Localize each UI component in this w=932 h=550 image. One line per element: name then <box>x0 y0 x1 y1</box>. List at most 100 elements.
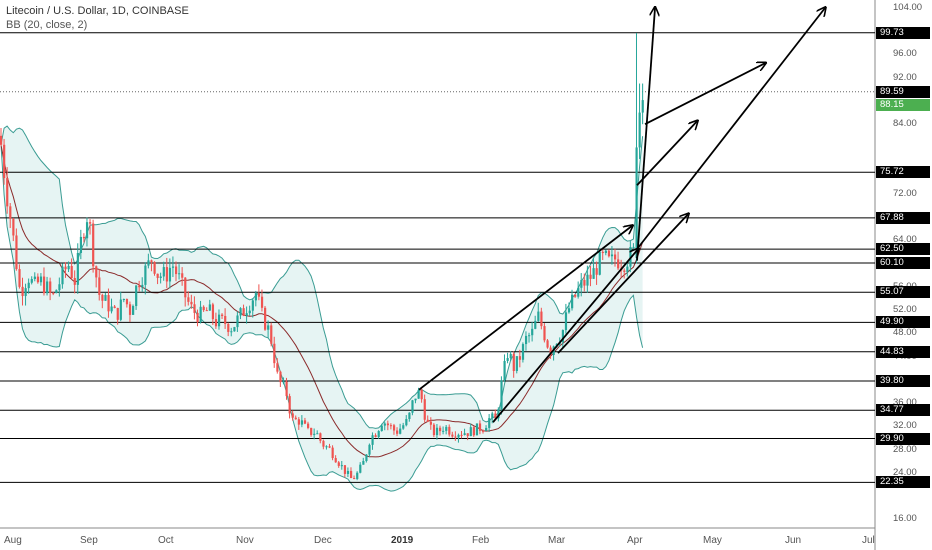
candle-body <box>159 276 162 278</box>
candle-body <box>365 454 368 461</box>
x-tick-label: Aug <box>4 535 22 546</box>
candle-body <box>24 288 27 297</box>
candle-body <box>356 472 359 479</box>
candle-body <box>291 413 294 418</box>
symbol-title: Litecoin / U.S. Dollar, 1D, COINBASE <box>6 5 189 17</box>
candle-body <box>478 423 482 431</box>
candle-body <box>98 277 101 295</box>
candle-body <box>503 360 506 381</box>
level-price-label: 75.72 <box>876 166 930 179</box>
level-price-label: 62.50 <box>876 243 930 256</box>
candle-body <box>224 315 227 324</box>
candle-body <box>414 398 417 401</box>
candle-body <box>540 311 543 327</box>
candle-body <box>248 310 251 314</box>
candle-body <box>411 400 414 413</box>
trend-arrow <box>644 63 765 126</box>
candle-body <box>36 276 40 283</box>
candle-body <box>475 423 479 436</box>
candle-body <box>242 308 245 316</box>
candle-body <box>101 294 104 301</box>
candle-body <box>389 425 393 427</box>
candle-body <box>138 285 141 288</box>
candle-body <box>460 434 463 436</box>
candle-body <box>423 399 426 420</box>
candle-body <box>497 409 500 419</box>
candle-body <box>614 254 617 260</box>
candle-body <box>6 178 9 207</box>
candle-body <box>181 273 184 278</box>
candle-body <box>42 276 46 294</box>
y-tick-label: 36.00 <box>893 397 917 409</box>
candle-body <box>156 273 159 278</box>
x-tick-label: 2019 <box>391 535 414 546</box>
candle-body <box>435 427 439 436</box>
bollinger-basis <box>0 144 644 458</box>
candle-body <box>583 280 586 286</box>
candle-body <box>571 294 574 309</box>
candle-body <box>184 277 187 298</box>
candle-body <box>521 344 525 360</box>
candle-body <box>270 325 273 344</box>
candle-body <box>546 340 549 348</box>
candle-body <box>515 356 518 372</box>
candle-body <box>227 323 230 332</box>
candle-body <box>279 371 282 383</box>
candle-body <box>196 312 199 323</box>
level-price-label: 49.90 <box>876 316 930 329</box>
candle-body <box>426 419 429 422</box>
level-price-label: 34.77 <box>876 404 930 417</box>
y-tick-label: 24.00 <box>893 466 917 478</box>
candle-body <box>524 335 528 345</box>
y-tick-label: 48.00 <box>893 327 917 339</box>
candle-body <box>454 436 457 438</box>
candle-body <box>604 250 607 254</box>
candle-body <box>368 444 371 455</box>
candle-body <box>451 434 454 437</box>
candle-body <box>132 306 135 315</box>
candle-body <box>337 462 340 466</box>
candle-body <box>297 419 300 425</box>
candle-body <box>85 222 89 239</box>
candle-body <box>113 306 116 308</box>
candle-body <box>150 260 153 262</box>
candle-body <box>122 299 125 301</box>
candle-body <box>18 269 21 287</box>
candle-body <box>432 424 436 436</box>
candle-body <box>193 304 196 313</box>
candle-body <box>322 440 325 447</box>
candle-body <box>469 427 472 437</box>
candle-body <box>171 266 175 268</box>
candle-body <box>110 306 113 312</box>
candle-body <box>383 423 386 426</box>
candle-body <box>233 327 236 332</box>
candle-body <box>104 295 107 301</box>
candle-body <box>632 246 635 248</box>
candle-body <box>251 300 254 311</box>
candle-body <box>549 347 552 356</box>
candle-body <box>199 306 202 323</box>
candle-body <box>623 270 626 272</box>
candle-body <box>58 284 61 291</box>
candle-body <box>313 433 316 435</box>
candle-body <box>202 306 205 311</box>
y-tick-label: 92.00 <box>893 71 917 83</box>
candle-body <box>319 433 322 441</box>
candle-body <box>276 363 279 372</box>
candle-body <box>39 276 43 283</box>
bollinger-upper <box>0 125 644 429</box>
candle-body <box>494 413 497 419</box>
candle-body <box>236 315 239 328</box>
candle-body <box>73 277 76 285</box>
candle-body <box>481 430 485 432</box>
trend-arrow <box>492 249 638 423</box>
level-price-label: 67.88 <box>876 211 930 224</box>
candle-body <box>396 430 399 434</box>
candle-body <box>49 281 52 293</box>
y-tick-label: 84.00 <box>893 118 917 130</box>
candle-body <box>491 413 494 419</box>
candle-body <box>586 274 589 286</box>
candle-body <box>589 274 592 279</box>
candle-body <box>239 308 242 316</box>
